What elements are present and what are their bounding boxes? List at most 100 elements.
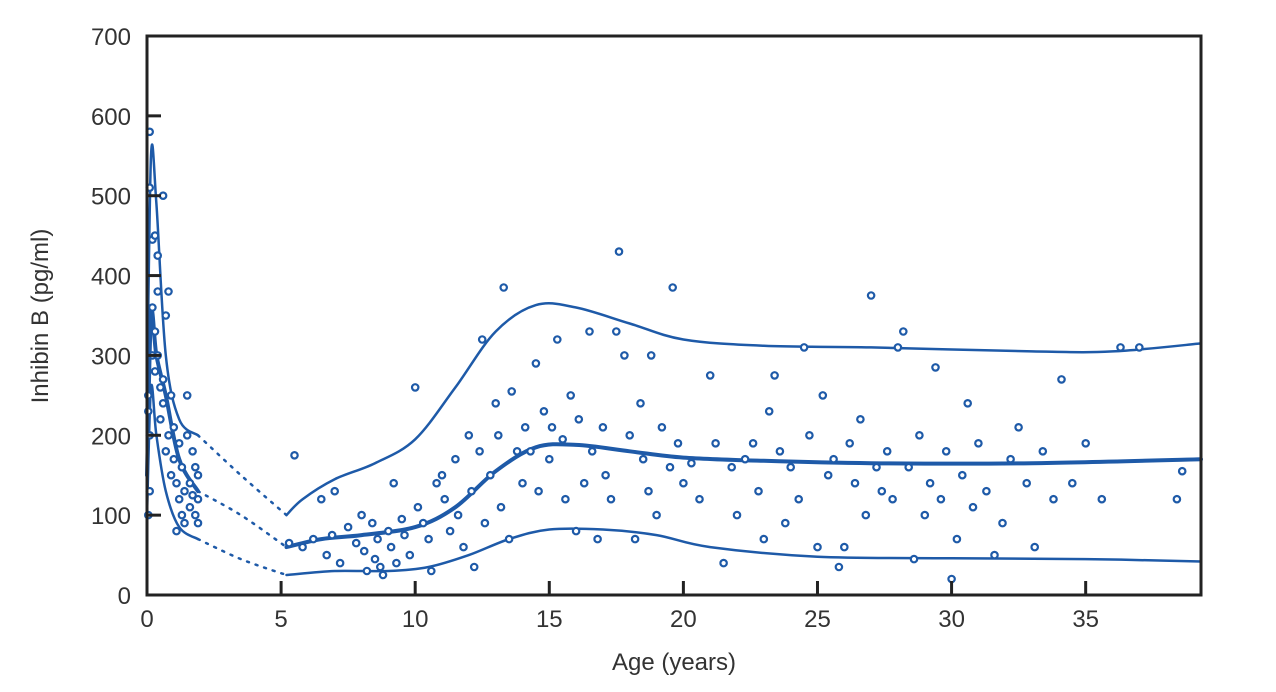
data-point — [872, 462, 881, 472]
data-point — [941, 446, 951, 456]
median-curve-dotted — [196, 489, 288, 549]
data-point — [1006, 454, 1015, 464]
data-point — [998, 518, 1007, 528]
data-point — [566, 391, 576, 400]
data-point — [386, 542, 396, 552]
data-point — [166, 470, 176, 480]
data-point — [705, 371, 715, 380]
scatter-points-layer — [144, 127, 1187, 584]
y-tick-label: 100 — [91, 503, 131, 530]
data-point — [437, 470, 447, 480]
data-point — [174, 494, 184, 504]
data-point — [375, 562, 385, 572]
data-point — [665, 462, 675, 472]
y-tick-label: 300 — [91, 343, 131, 370]
data-point — [547, 422, 557, 432]
upper-curve — [285, 302, 1203, 517]
data-point — [477, 335, 487, 344]
data-point — [727, 462, 737, 472]
data-point — [158, 375, 168, 384]
data-point — [493, 430, 503, 440]
x-tick-label: 15 — [536, 606, 563, 633]
data-point — [856, 414, 865, 424]
upper-curve-dotted — [196, 434, 288, 517]
data-point — [316, 494, 326, 504]
x-tick-label: 30 — [938, 606, 965, 633]
data-point — [174, 438, 184, 448]
data-point — [172, 526, 181, 536]
data-point — [754, 486, 763, 496]
data-point — [673, 438, 683, 448]
data-point — [405, 550, 415, 560]
data-point — [770, 371, 779, 380]
data-point — [351, 538, 361, 548]
data-point — [652, 510, 661, 520]
data-point — [748, 438, 758, 448]
data-point — [432, 478, 441, 488]
data-point — [180, 486, 189, 496]
data-point — [839, 542, 849, 552]
data-point — [823, 470, 833, 480]
data-point — [931, 363, 940, 372]
data-point — [418, 518, 428, 528]
data-point — [359, 546, 369, 556]
y-tick-label: 200 — [91, 423, 131, 450]
data-point — [1022, 478, 1031, 488]
upper-curve-early — [145, 143, 200, 437]
data-point — [646, 351, 656, 360]
data-point — [957, 470, 967, 480]
data-point — [453, 510, 463, 520]
data-point — [866, 291, 876, 300]
lower-curve-dotted — [196, 537, 288, 577]
data-point — [805, 430, 814, 440]
data-point — [156, 414, 165, 424]
data-point — [877, 486, 887, 496]
data-point — [161, 311, 171, 320]
data-point — [920, 510, 930, 520]
data-point — [177, 462, 187, 472]
data-point — [308, 534, 318, 544]
data-point — [343, 522, 353, 532]
data-point — [357, 510, 366, 520]
data-point — [164, 287, 173, 296]
data-point — [861, 510, 871, 520]
data-point — [335, 558, 345, 568]
data-point — [156, 383, 165, 392]
data-point — [298, 542, 307, 552]
data-point — [172, 478, 181, 488]
data-point — [188, 446, 197, 456]
data-point — [963, 398, 973, 408]
data-point — [290, 450, 299, 460]
y-tick-label: 500 — [91, 184, 131, 211]
data-point — [469, 562, 479, 572]
data-point — [150, 231, 160, 240]
data-point — [464, 430, 474, 440]
data-point — [327, 530, 337, 540]
data-point — [638, 454, 648, 464]
data-point — [1172, 494, 1182, 504]
y-tick-label: 400 — [91, 264, 131, 291]
data-point — [148, 303, 157, 312]
data-point — [389, 478, 399, 488]
data-point — [1030, 542, 1040, 552]
data-point — [1135, 343, 1144, 352]
data-point — [150, 327, 160, 336]
data-point — [850, 478, 860, 488]
y-tick-label: 600 — [91, 104, 131, 131]
data-point — [585, 327, 594, 336]
data-point — [193, 518, 203, 528]
data-point — [587, 446, 597, 456]
data-point — [373, 534, 382, 544]
data-point — [695, 494, 704, 504]
data-point — [818, 391, 828, 400]
data-point — [974, 438, 983, 448]
data-point — [679, 478, 688, 488]
data-point — [491, 398, 501, 408]
data-point — [413, 502, 423, 512]
data-point — [759, 534, 769, 544]
data-point — [579, 478, 589, 488]
data-point — [370, 554, 380, 564]
data-point — [657, 422, 667, 432]
data-point — [780, 518, 790, 528]
